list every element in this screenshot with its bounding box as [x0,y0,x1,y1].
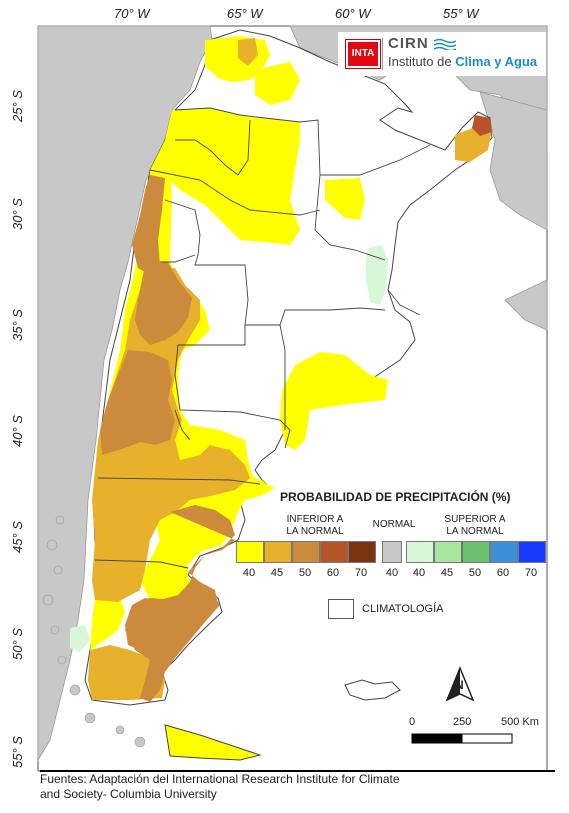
legend-swatch-normal [382,541,402,563]
legend-tick: 60 [496,567,510,579]
tierra-del-fuego [164,724,262,761]
latitude-label: 40° S [10,415,25,447]
latitude-label: 50° S [10,628,25,660]
longitude-label: 55° W [443,6,479,21]
longitude-label: 60° W [335,6,371,21]
scale-bar [411,733,513,744]
legend-tick: 40 [412,567,426,579]
legend-tick: 70 [524,567,538,579]
zones-below-50 [100,175,235,702]
latitude-label: 25° S [10,90,25,122]
legend-above-normal-label: SUPERIOR A LA NORMAL [430,514,520,538]
zones-below-60 [472,115,492,136]
legend-swatch-above-45 [434,541,462,563]
inta-logo: INTA [345,39,381,69]
legend-tick: 45 [270,567,284,579]
legend-climatology-label: CLIMATOLOGÍA [362,603,444,615]
legend-tick: 45 [440,567,454,579]
province-borders [94,107,431,569]
legend-tick: 40 [242,567,256,579]
institute-highlight: Clima y Agua [455,54,538,69]
legend-below-line1: INFERIOR A [286,514,344,525]
scale-label: 500 Km [501,716,539,728]
longitude-label: 70° W [114,6,150,21]
legend-swatch-below-45 [264,541,292,563]
source-footer: Fuentes: Adaptación del International Re… [40,772,400,802]
legend-swatch-above-50 [462,541,490,563]
legend-swatch-climatology [328,599,354,619]
legend-tick: 40 [385,567,399,579]
institute-prefix: Instituto de [388,54,456,69]
legend-title: PROBABILIDAD DE PRECIPITACIÓN (%) [280,490,511,504]
legend-tick: 70 [354,567,368,579]
logo-divider [382,38,383,70]
latitude-label: 35° S [10,309,25,341]
legend-tick: 50 [468,567,482,579]
scale-bar-seg-1 [411,733,463,744]
legend-tick: 60 [326,567,340,579]
legend-swatch-below-60 [320,541,348,563]
chile-islands [42,515,146,748]
scale-label: 250 [453,716,472,728]
footer-divider [40,770,555,772]
cirn-logo-text: CIRN [388,35,429,52]
latitude-label: 45° S [10,521,25,553]
legend-swatch-below-50 [292,541,320,563]
footer-line-2: and Society- Columbia University [40,787,217,801]
legend-swatch-above-70 [518,541,546,563]
scale-label: 0 [409,716,416,728]
institute-name: Instituto de Clima y Agua [388,54,537,69]
institute-logo: INTA CIRN Instituto de Clima y Agua [338,32,546,76]
legend-swatch-above-40 [406,541,434,563]
legend-normal-label: NORMAL [372,519,416,530]
legend-tick: 50 [298,567,312,579]
legend-swatch-below-40 [236,541,264,563]
scale-bar-seg-2 [461,733,513,744]
waves-icon [434,38,456,50]
latitude-label: 30° S [10,198,25,230]
footer-line-1: Fuentes: Adaptación del International Re… [40,772,400,786]
north-arrow-icon [445,666,475,702]
legend-above-line2: LA NORMAL [446,526,504,537]
legend-swatch-below-70 [348,541,376,563]
north-label: N [455,678,464,692]
zones-above-40 [70,245,388,652]
malvinas-islands [344,679,401,701]
latitude-label: 55° S [10,736,25,768]
legend-above-line1: SUPERIOR A [444,514,506,525]
longitude-label: 65° W [227,6,263,21]
legend-swatch-above-60 [490,541,518,563]
legend-below-line2: LA NORMAL [286,526,344,537]
legend-below-normal-label: INFERIOR A LA NORMAL [270,514,360,538]
